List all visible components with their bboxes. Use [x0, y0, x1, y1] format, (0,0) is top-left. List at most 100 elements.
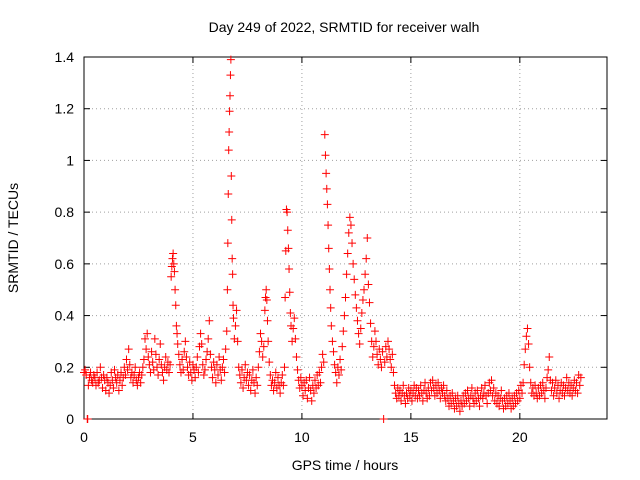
- data-point: [316, 378, 325, 387]
- data-point: [262, 285, 271, 294]
- data-point: [237, 365, 246, 374]
- data-point: [489, 383, 498, 392]
- data-point: [235, 371, 244, 380]
- data-point: [379, 415, 388, 423]
- data-point: [159, 376, 168, 385]
- y-tick-label: 0.4: [55, 308, 75, 324]
- data-point: [244, 381, 253, 390]
- data-point: [355, 340, 364, 349]
- data-point: [343, 249, 352, 258]
- data-point: [442, 386, 451, 395]
- data-point: [526, 378, 535, 387]
- data-point: [337, 365, 346, 374]
- data-point: [487, 376, 496, 385]
- data-point: [380, 358, 389, 367]
- data-point: [286, 308, 295, 317]
- chart-title: Day 249 of 2022, SRMTID for receiver wal…: [209, 19, 480, 35]
- y-tick-label: 1.4: [55, 49, 75, 65]
- data-point: [222, 327, 231, 336]
- data-point: [228, 254, 237, 263]
- data-point: [130, 371, 139, 380]
- data-point: [360, 285, 369, 294]
- data-point: [93, 368, 102, 377]
- data-point: [388, 350, 397, 359]
- data-point: [523, 324, 532, 333]
- data-point: [153, 363, 162, 372]
- y-tick-label: 0: [66, 411, 74, 427]
- data-point: [285, 288, 294, 297]
- data-point: [336, 355, 345, 364]
- data-point: [241, 360, 250, 369]
- data-point: [352, 303, 361, 312]
- data-point: [110, 365, 119, 374]
- data-point: [122, 355, 131, 364]
- data-point: [206, 350, 215, 359]
- data-point: [148, 358, 157, 367]
- data-point: [239, 383, 248, 392]
- data-point: [229, 314, 238, 323]
- data-point: [378, 347, 387, 356]
- data-point: [118, 381, 127, 390]
- data-point: [218, 363, 227, 372]
- data-point: [475, 402, 484, 411]
- data-point: [303, 394, 312, 403]
- data-point: [219, 355, 228, 364]
- data-point: [362, 254, 371, 263]
- grid: [84, 57, 607, 419]
- data-point: [225, 127, 234, 136]
- data-point: [278, 371, 287, 380]
- data-point: [321, 151, 330, 160]
- data-point: [299, 391, 308, 400]
- data-point: [363, 234, 372, 242]
- data-point: [383, 337, 392, 346]
- data-point: [260, 306, 269, 315]
- data-point: [258, 352, 267, 361]
- data-point: [194, 368, 203, 377]
- data-point: [366, 319, 375, 328]
- data-point: [310, 376, 319, 385]
- data-point: [575, 381, 584, 390]
- data-point: [139, 355, 148, 364]
- data-point: [436, 394, 445, 403]
- data-point: [290, 314, 299, 323]
- data-point: [125, 360, 134, 369]
- data-point: [284, 244, 293, 253]
- data-point: [144, 352, 153, 361]
- data-point: [389, 368, 398, 377]
- x-tick-label: 10: [294, 429, 310, 445]
- data-point: [220, 368, 229, 377]
- data-point: [334, 371, 343, 380]
- y-tick-label: 1.2: [55, 101, 75, 117]
- data-point: [156, 340, 165, 349]
- data-point: [520, 360, 529, 369]
- data-point: [191, 373, 200, 382]
- data-point: [324, 221, 333, 230]
- data-point: [200, 365, 209, 374]
- data-point: [208, 373, 217, 382]
- data-point: [96, 363, 105, 372]
- data-point: [467, 383, 476, 392]
- data-point: [199, 371, 208, 380]
- data-point: [255, 347, 264, 356]
- data-point: [325, 265, 334, 274]
- data-point: [573, 389, 582, 398]
- data-point: [296, 373, 305, 382]
- data-point: [221, 345, 230, 354]
- data-point: [248, 365, 257, 374]
- data-point: [416, 381, 425, 390]
- data-point: [283, 208, 292, 217]
- data-point: [84, 381, 93, 390]
- data-point: [285, 265, 294, 274]
- data-point: [338, 342, 347, 351]
- data-point: [497, 386, 506, 395]
- data-point: [233, 337, 242, 346]
- data-point: [370, 327, 379, 336]
- data-point: [521, 345, 530, 354]
- data-point: [223, 239, 232, 248]
- data-point: [324, 244, 333, 253]
- data-point: [231, 321, 240, 330]
- data-point: [365, 298, 374, 307]
- data-point: [305, 373, 314, 382]
- data-point: [544, 365, 553, 374]
- data-point: [545, 352, 554, 361]
